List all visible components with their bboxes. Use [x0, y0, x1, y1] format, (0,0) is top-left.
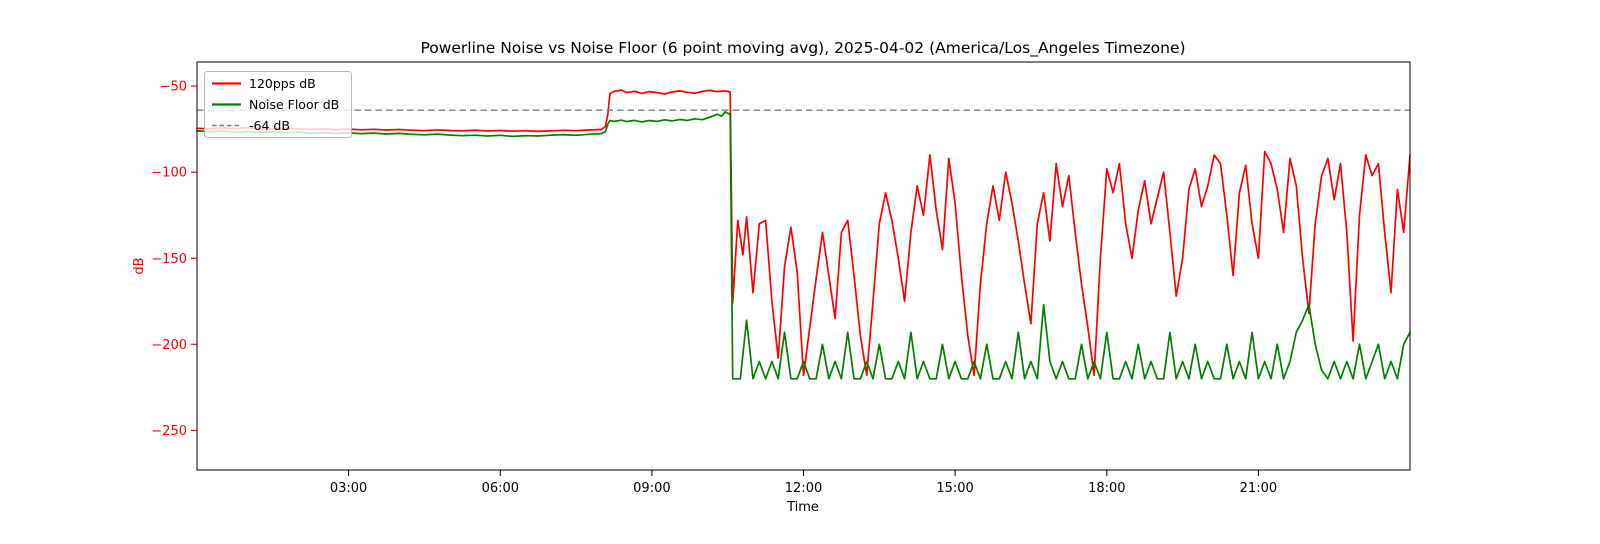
x-tick-label: 15:00: [936, 481, 973, 496]
series-line-0: [196, 89, 1411, 377]
x-tick-label: 18:00: [1088, 481, 1125, 496]
legend-entries: 120pps dB Noise Floor dB -64 dB: [212, 76, 339, 133]
x-axis-ticks: 03:00 06:00 09:00 12:00 15:00 18:00 21:00: [330, 470, 1277, 496]
x-tick-label: 09:00: [633, 481, 670, 496]
y-tick-label: −50: [160, 80, 187, 95]
y-tick-label: −250: [151, 424, 187, 439]
y-tick-label: −150: [151, 252, 187, 267]
x-tick-label: 12:00: [785, 481, 822, 496]
x-tick-label: 06:00: [482, 481, 519, 496]
x-tick-label: 21:00: [1240, 481, 1277, 496]
y-tick-label: −100: [151, 166, 187, 181]
legend-box: [204, 71, 352, 138]
legend-label: 120pps dB: [249, 76, 316, 91]
plot-series: [196, 89, 1411, 380]
x-axis-label: Time: [786, 500, 819, 515]
legend-label: Noise Floor dB: [249, 97, 339, 112]
y-axis-label: dB: [132, 257, 147, 274]
legend: 120pps dB Noise Floor dB -64 dB: [204, 71, 352, 138]
x-tick-label: 03:00: [330, 481, 367, 496]
plot-frame: [196, 61, 1411, 471]
chart-title: Powerline Noise vs Noise Floor (6 point …: [420, 39, 1185, 58]
y-tick-label: −200: [151, 338, 187, 353]
y-axis-ticks: −50 −100 −150 −200 −250: [151, 80, 197, 439]
legend-label: -64 dB: [249, 118, 290, 133]
series-line-1: [196, 111, 1411, 380]
